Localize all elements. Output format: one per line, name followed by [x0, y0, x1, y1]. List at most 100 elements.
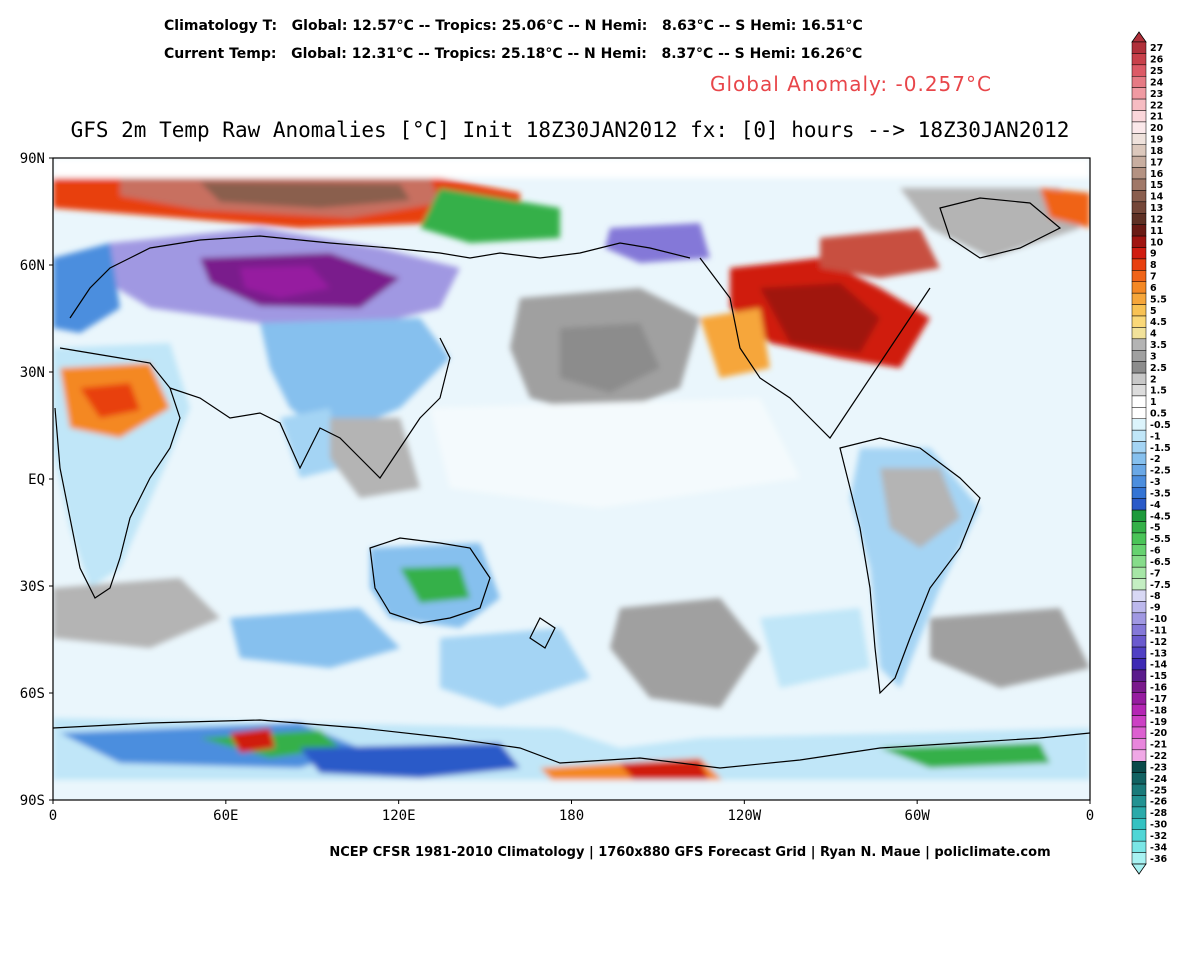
colorbar-label: -21	[1150, 740, 1167, 751]
colorbar-min-arrow	[1131, 863, 1147, 875]
colorbar-label: -20	[1150, 728, 1168, 739]
colorbar-label: -23	[1150, 762, 1167, 773]
colorbar-label: -36	[1150, 854, 1168, 865]
colorbar-cell	[1131, 555, 1147, 568]
colorbar-cell	[1131, 429, 1147, 442]
colorbar-cell	[1131, 178, 1147, 191]
colorbar-cell	[1131, 292, 1147, 305]
colorbar-cell	[1131, 327, 1147, 340]
colorbar-cell	[1131, 829, 1147, 842]
colorbar-label: -3.5	[1150, 488, 1171, 499]
colorbar-label: -18	[1150, 705, 1168, 716]
colorbar-cell	[1131, 350, 1147, 362]
lon-label: 120W	[727, 808, 761, 824]
colorbar-label: -2	[1150, 454, 1161, 465]
colorbar-cell	[1131, 761, 1147, 773]
colorbar-cell	[1131, 475, 1147, 488]
colorbar-cell	[1131, 487, 1147, 499]
colorbar-label: -7	[1150, 568, 1161, 579]
colorbar-label: -22	[1150, 751, 1167, 762]
colorbar-label: -24	[1150, 774, 1168, 785]
colorbar-cell	[1131, 98, 1147, 111]
colorbar-label: -19	[1150, 717, 1167, 728]
colorbar-label: -25	[1150, 785, 1167, 796]
colorbar-cell	[1131, 155, 1147, 168]
colorbar-label: 6	[1150, 283, 1157, 294]
colorbar-label: -8	[1150, 591, 1161, 602]
colorbar-cell	[1131, 304, 1147, 317]
lon-label: 180	[559, 808, 584, 824]
anomaly-field	[53, 158, 1090, 800]
colorbar-cell	[1131, 53, 1147, 66]
lon-label: 0	[49, 808, 57, 824]
colorbar-label: -16	[1150, 683, 1168, 694]
colorbar-cell	[1131, 144, 1147, 157]
colorbar-cell	[1131, 681, 1147, 693]
colorbar-cell	[1131, 783, 1147, 796]
colorbar-label: 1.5	[1150, 386, 1167, 397]
colorbar-cell	[1131, 395, 1147, 408]
colorbar-label: 26	[1150, 55, 1164, 66]
colorbar-cell	[1131, 635, 1147, 648]
lat-label: 30N	[20, 365, 45, 381]
colorbar-label: -28	[1150, 808, 1168, 819]
colorbar-label: 5	[1150, 306, 1157, 317]
colorbar-label: 4	[1150, 329, 1157, 340]
colorbar-cell	[1131, 361, 1147, 374]
colorbar-cell	[1131, 407, 1147, 420]
colorbar-cell	[1131, 566, 1147, 579]
colorbar-label: -5.5	[1150, 534, 1171, 545]
map-title: GFS 2m Temp Raw Anomalies [°C] Init 18Z3…	[70, 118, 1070, 142]
colorbar-cell	[1131, 441, 1147, 454]
colorbar-cell	[1131, 213, 1147, 225]
footer-credit: NCEP CFSR 1981-2010 Climatology | 1760x8…	[329, 845, 1051, 860]
colorbar-label: 0.5	[1150, 409, 1167, 420]
colorbar-label: 14	[1150, 192, 1164, 203]
colorbar-cell	[1131, 806, 1147, 819]
colorbar-cell	[1131, 578, 1147, 591]
colorbar-label: -3	[1150, 477, 1161, 488]
colorbar-label: -26	[1150, 797, 1168, 808]
colorbar-cell	[1131, 509, 1147, 522]
colorbar-cell	[1131, 384, 1147, 397]
colorbar-cell	[1131, 167, 1147, 180]
colorbar-label: 21	[1150, 112, 1163, 123]
colorbar-label: -12	[1150, 637, 1167, 648]
colorbar-label: -15	[1150, 671, 1167, 682]
colorbar-label: -1.5	[1150, 443, 1171, 454]
colorbar-label: 9	[1150, 249, 1157, 260]
colorbar-label: -6	[1150, 546, 1161, 557]
colorbar-cell	[1131, 110, 1147, 123]
colorbar-cell	[1131, 852, 1147, 865]
colorbar-label: 10	[1150, 237, 1164, 248]
global-anomaly-label: Global Anomaly: -0.257°C	[710, 72, 992, 96]
colorbar-cell	[1131, 418, 1147, 431]
colorbar-max-arrow	[1131, 31, 1147, 43]
colorbar-label: 16	[1150, 169, 1164, 180]
colorbar-label: -7.5	[1150, 580, 1171, 591]
colorbar-cell	[1131, 715, 1147, 728]
lat-label: 30S	[20, 579, 45, 595]
colorbar-label: 23	[1150, 89, 1163, 100]
lat-label: 90N	[20, 151, 45, 167]
colorbar-label: 4.5	[1150, 317, 1167, 328]
colorbar-label: 1	[1150, 397, 1157, 408]
colorbar-cell	[1131, 464, 1147, 477]
colorbar-label: 24	[1150, 77, 1164, 88]
colorbar-cell	[1131, 601, 1147, 614]
colorbar-cell	[1131, 76, 1147, 88]
colorbar-label: -11	[1150, 625, 1167, 636]
colorbar-cell	[1131, 544, 1147, 556]
colorbar-label: 19	[1150, 135, 1163, 146]
colorbar-label: 7	[1150, 272, 1157, 283]
colorbar-cell	[1131, 726, 1147, 739]
colorbar-label: -30	[1150, 820, 1168, 831]
colorbar-cell	[1131, 452, 1147, 465]
lon-label: 0	[1086, 808, 1094, 824]
colorbar-cell	[1131, 818, 1147, 830]
colorbar-cell	[1131, 315, 1147, 328]
colorbar-cell	[1131, 121, 1147, 134]
colorbar-cell	[1131, 201, 1147, 214]
colorbar-label: -32	[1150, 831, 1167, 842]
